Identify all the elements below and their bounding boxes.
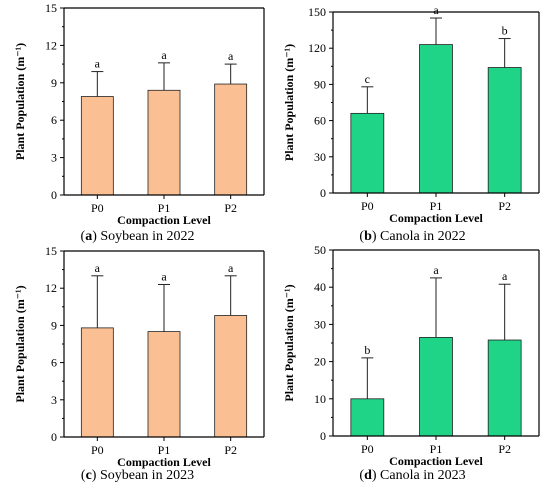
caption-letter: d bbox=[364, 468, 372, 483]
y-tick-label: 0 bbox=[51, 430, 57, 444]
chart-panel-c: a P0 a P1 a P2 0 3 6 9 12 15 Compaction Level Plant P… bbox=[13, 244, 265, 469]
x-tick-label: P2 bbox=[498, 199, 511, 213]
y-tick-label: 9 bbox=[51, 76, 57, 90]
caption-text: Canola in 2022 bbox=[376, 229, 466, 244]
y-tick-label: 60 bbox=[314, 114, 326, 128]
caption-letter: a bbox=[85, 229, 93, 244]
bar-P1 bbox=[419, 44, 453, 194]
y-tick-label: 30 bbox=[314, 317, 326, 331]
y-tick-label: 90 bbox=[314, 77, 326, 91]
x-tick-label: P0 bbox=[361, 442, 374, 456]
caption-d: (d) Canola in 2023 bbox=[359, 468, 466, 483]
significance-letter: b bbox=[502, 24, 508, 38]
bar-P2 bbox=[487, 339, 522, 437]
y-tick-label: 9 bbox=[51, 318, 57, 332]
caption-text: Soybean in 2023 bbox=[96, 468, 195, 483]
caption-letter: b bbox=[364, 229, 372, 244]
x-tick-label: P1 bbox=[158, 201, 171, 215]
bar-P2 bbox=[214, 315, 248, 438]
y-tick-label: 15 bbox=[45, 1, 57, 15]
bar-P0 bbox=[80, 327, 114, 438]
x-tick-label: P2 bbox=[498, 442, 511, 456]
significance-letter: a bbox=[161, 48, 167, 62]
significance-letter: a bbox=[433, 3, 439, 17]
y-tick-label: 40 bbox=[314, 280, 326, 294]
y-tick-label: 30 bbox=[314, 150, 326, 164]
caption-letter: c bbox=[85, 468, 92, 483]
significance-letter: a bbox=[95, 261, 101, 275]
y-axis-title: Plant Population (m⁻¹) bbox=[13, 43, 27, 160]
x-axis-title: Compaction Level bbox=[389, 211, 483, 225]
y-tick-label: 0 bbox=[320, 429, 326, 443]
bar-P2 bbox=[487, 67, 522, 194]
y-tick-label: 6 bbox=[51, 113, 57, 127]
bar-P0 bbox=[350, 112, 385, 194]
bar-P2 bbox=[214, 83, 248, 196]
significance-letter: c bbox=[365, 72, 370, 86]
x-tick-label: P1 bbox=[430, 199, 443, 213]
significance-letter: a bbox=[228, 49, 234, 63]
chart-panel-d: b P0 a P1 a P2 0 10 20 30 40 50 Compaction Level Plan… bbox=[282, 243, 540, 468]
x-axis-title: Compaction Level bbox=[389, 454, 483, 468]
significance-letter: a bbox=[95, 57, 101, 71]
caption-text: Soybean in 2022 bbox=[96, 229, 195, 244]
caption-a: (a) Soybean in 2022 bbox=[80, 229, 195, 244]
bar-P1 bbox=[419, 337, 453, 437]
y-tick-label: 0 bbox=[320, 186, 326, 200]
y-tick-label: 150 bbox=[308, 5, 326, 19]
y-tick-label: 0 bbox=[51, 188, 57, 202]
caption-c: (c) Soybean in 2023 bbox=[80, 468, 195, 483]
significance-letter: b bbox=[364, 343, 370, 357]
significance-letter: a bbox=[433, 263, 439, 277]
y-tick-label: 6 bbox=[51, 356, 57, 370]
significance-letter: a bbox=[228, 261, 234, 275]
x-tick-label: P0 bbox=[91, 443, 104, 457]
bar-P1 bbox=[147, 331, 181, 438]
x-tick-label: P0 bbox=[91, 201, 104, 215]
chart-panel-b: c P0 a P1 b P2 0 30 60 90 120 150 Compaction Level Pl… bbox=[282, 3, 540, 225]
y-tick-label: 10 bbox=[314, 392, 326, 406]
x-tick-label: P1 bbox=[430, 442, 443, 456]
x-tick-label: P2 bbox=[224, 443, 237, 457]
x-tick-label: P2 bbox=[224, 201, 237, 215]
y-tick-label: 12 bbox=[45, 281, 57, 295]
significance-letter: a bbox=[161, 269, 167, 283]
y-tick-label: 3 bbox=[51, 151, 57, 165]
x-axis-title: Compaction Level bbox=[117, 213, 211, 227]
y-tick-label: 20 bbox=[314, 355, 326, 369]
x-tick-label: P0 bbox=[361, 199, 374, 213]
y-tick-label: 15 bbox=[45, 244, 57, 258]
caption-text: Canola in 2023 bbox=[376, 468, 466, 483]
y-tick-label: 3 bbox=[51, 393, 57, 407]
y-axis-title: Plant Population (m⁻¹) bbox=[13, 285, 27, 402]
chart-panel-a: a P0 a P1 a P2 0 3 6 9 12 15 Compaction Level Plant P… bbox=[13, 1, 265, 227]
y-tick-label: 50 bbox=[314, 243, 326, 257]
significance-letter: a bbox=[502, 269, 508, 283]
caption-b: (b) Canola in 2022 bbox=[359, 229, 466, 244]
y-tick-label: 12 bbox=[45, 38, 57, 52]
bar-P0 bbox=[80, 96, 114, 196]
x-tick-label: P1 bbox=[158, 443, 171, 457]
bar-P1 bbox=[147, 89, 181, 196]
y-axis-title: Plant Population (m⁻¹) bbox=[282, 284, 296, 401]
x-axis-title: Compaction Level bbox=[117, 455, 211, 469]
y-tick-label: 120 bbox=[308, 41, 326, 55]
y-axis-title: Plant Population (m⁻¹) bbox=[282, 44, 296, 161]
bar-P0 bbox=[350, 398, 385, 437]
